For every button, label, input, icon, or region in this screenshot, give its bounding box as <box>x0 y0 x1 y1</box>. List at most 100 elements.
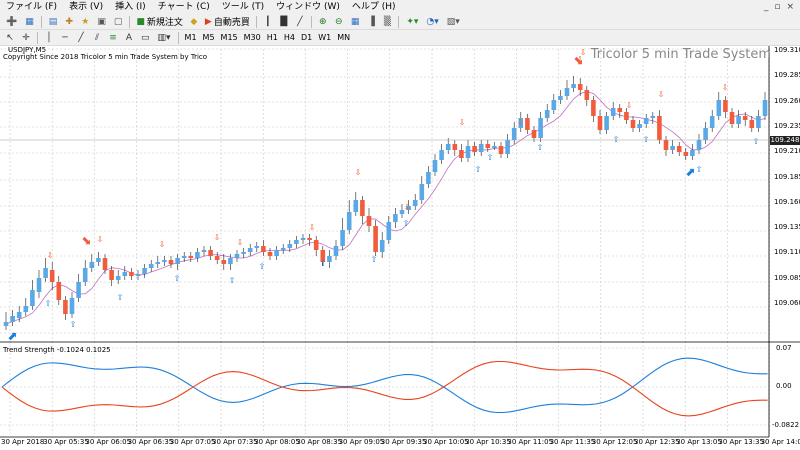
bear-candle <box>267 252 273 256</box>
bear-candle <box>214 256 220 260</box>
sell-arrow-icon: ⇩ <box>309 223 316 232</box>
menu-file[interactable]: ファイル (F) <box>6 2 58 12</box>
line-chart-icon[interactable]: ╱ <box>297 16 303 27</box>
menu-view[interactable]: 表示 (V) <box>69 2 104 12</box>
time-tick: 30 Apr 12:35 <box>634 438 680 446</box>
bear-candle <box>366 216 372 226</box>
restore-button[interactable]: ▫ <box>774 2 781 12</box>
bull-candle <box>492 146 497 148</box>
indicators-icon[interactable]: ✦▾ <box>406 16 419 27</box>
metaeditor-icon[interactable]: ◆ <box>190 16 198 27</box>
timeframe-m30[interactable]: M30 <box>243 33 261 42</box>
bull-candle <box>445 144 451 150</box>
trendline-icon[interactable]: ╱ <box>78 32 84 43</box>
shapes-icon[interactable]: ▥▾ <box>157 32 171 43</box>
close-button[interactable]: × <box>786 2 794 12</box>
sell-arrow-icon: ⇩ <box>214 233 221 242</box>
cursor-icon[interactable]: ↖ <box>6 32 14 43</box>
price-tick: 109.060 <box>774 299 800 307</box>
bear-candle <box>749 120 755 128</box>
chart-symbol: USDJPY,M5 <box>8 46 47 54</box>
text-icon[interactable]: A <box>125 32 133 43</box>
bull-candle <box>228 258 233 264</box>
timeframe-h4[interactable]: H4 <box>283 33 295 42</box>
chart-grid <box>0 48 770 434</box>
timeframe-d1[interactable]: D1 <box>300 33 313 42</box>
bull-candle <box>148 264 154 268</box>
bull-candle <box>16 312 22 318</box>
bull-candle <box>201 250 207 252</box>
fibonacci-icon[interactable]: ≡ <box>109 32 117 43</box>
timeframe-m1[interactable]: M1 <box>184 33 197 42</box>
chart-window[interactable]: ⇩ ⇩ ⇩ ⇩ ⇩ ⇩ ⇩ ⇩ ⇩ ⇩ ⇩ ⇩ ⇩ ⇩ ⇩ ⇧ ⇧ ⇧ ⇧ ⇧ ⇧ ⇧ ⇧ ⇧ ⇧ ⇧ ⇧ ⇧ ⇧ ⇧ ⇧ ⬈ ⬊ ⬊ ⬈ <box>0 46 800 450</box>
timeframe-h1[interactable]: H1 <box>266 33 278 42</box>
buy-arrow-icon: ⇧ <box>229 276 236 285</box>
time-tick: 30 Apr 2018 <box>1 438 45 446</box>
crosshair-icon[interactable]: ✛ <box>22 32 30 43</box>
tester-icon[interactable]: ▢ <box>113 16 123 27</box>
data-window-icon[interactable]: ✚ <box>65 16 74 27</box>
bear-candle <box>188 256 194 258</box>
bull-candle <box>340 230 345 246</box>
bear-candle <box>168 260 174 264</box>
candlestick-icon[interactable]: █ <box>280 16 288 27</box>
timeframe-m15[interactable]: M15 <box>220 33 238 42</box>
bull-candle <box>538 118 543 138</box>
minimize-button[interactable]: _ <box>763 2 769 12</box>
bull-candle <box>386 222 392 240</box>
chart-shift-icon[interactable]: ▐ <box>367 16 375 27</box>
profiles-icon[interactable]: ▦ <box>25 16 34 27</box>
time-tick: 30 Apr 05:35 <box>43 438 89 446</box>
time-tick: 30 Apr 09:05 <box>338 438 385 446</box>
zoom-out-icon[interactable]: ⊖ <box>335 16 343 27</box>
time-tick: 30 Apr 06:05 <box>85 438 132 446</box>
buy-arrow-icon: ⇧ <box>537 143 544 152</box>
bull-candle <box>511 128 517 140</box>
bear-candle <box>109 270 114 280</box>
vertical-line-icon[interactable]: │ <box>46 32 52 43</box>
bull-candle <box>175 258 180 264</box>
new-order-label: 新規注文 <box>146 18 183 28</box>
auto-trade-button[interactable]: ▶ 自動売買 <box>202 15 253 29</box>
new-chart-icon[interactable]: ➕ <box>6 16 18 27</box>
menu-insert[interactable]: 挿入 (I) <box>115 2 146 12</box>
bear-candle <box>221 260 227 264</box>
bear-candle <box>617 108 623 112</box>
autoscroll-icon[interactable]: ▒ <box>383 16 391 27</box>
menu-window[interactable]: ウィンドウ (W) <box>276 2 340 12</box>
bull-candle <box>432 160 438 172</box>
label-icon[interactable]: ▭ <box>141 32 150 43</box>
bull-candle <box>637 124 642 128</box>
sell-arrow-icon: ⇩ <box>658 90 665 99</box>
price-tick: 109.260 <box>774 96 800 105</box>
bar-chart-icon[interactable]: ┃ <box>265 16 271 27</box>
bull-candle <box>30 290 35 306</box>
sell-arrow-icon: ⇩ <box>722 83 729 92</box>
periods-icon[interactable]: ◔▾ <box>426 16 439 27</box>
zoom-in-icon[interactable]: ⊕ <box>319 16 327 27</box>
buy-arrow-icon: ⇧ <box>70 320 77 329</box>
horizontal-line-icon[interactable]: ─ <box>62 32 68 43</box>
terminal-icon[interactable]: ▣ <box>97 16 106 27</box>
menu-tools[interactable]: ツール (T) <box>221 2 265 12</box>
timeframe-m5[interactable]: M5 <box>202 33 215 42</box>
channel-icon[interactable]: ⫽ <box>94 32 99 43</box>
timeframe-w1[interactable]: W1 <box>318 33 332 42</box>
navigator-icon[interactable]: ★ <box>81 16 90 27</box>
price-chart[interactable]: ⇩⇩⇩⇩⇩⇩⇩⇩⇩ ⇩⇩⇩⇩⇩⇩⇧⇧⇧⇧ ⇧⇧ ⇧ ⇧⇧⇧⇧⇧ ⇧⇧⇧⇧⬈⬊⬊⬈ <box>0 46 800 450</box>
current-price-tag: 109.248 <box>770 136 800 145</box>
bull-candle <box>419 184 425 200</box>
new-order-button[interactable]: ■ 新規注文 <box>133 15 186 29</box>
indicator-tick: -0.0822 <box>772 421 800 429</box>
menu-bar: ファイル (F) 表示 (V) 挿入 (I) チャート (C) ツール (T) … <box>0 0 800 15</box>
time-tick: 30 Apr 09:35 <box>380 438 427 446</box>
menu-help[interactable]: ヘルプ (H) <box>351 2 396 12</box>
signal-arrows: ⇩⇩⇩⇩⇩⇩⇩⇩⇩ ⇩⇩⇩⇩⇩⇩⇧⇧⇧⇧ ⇧⇧ ⇧ ⇧⇧⇧⇧⇧ ⇧⇧⇧⇧⬈⬊⬊⬈ <box>7 48 759 343</box>
bull-candle <box>762 100 768 116</box>
buy-arrow-icon: ⇧ <box>643 135 650 144</box>
tile-windows-icon[interactable]: ▦ <box>350 16 360 27</box>
timeframe-mn[interactable]: MN <box>337 33 351 42</box>
templates-icon[interactable]: ▧▾ <box>446 16 460 27</box>
menu-chart[interactable]: チャート (C) <box>157 2 210 12</box>
market-watch-icon[interactable]: ▤ <box>48 16 58 27</box>
